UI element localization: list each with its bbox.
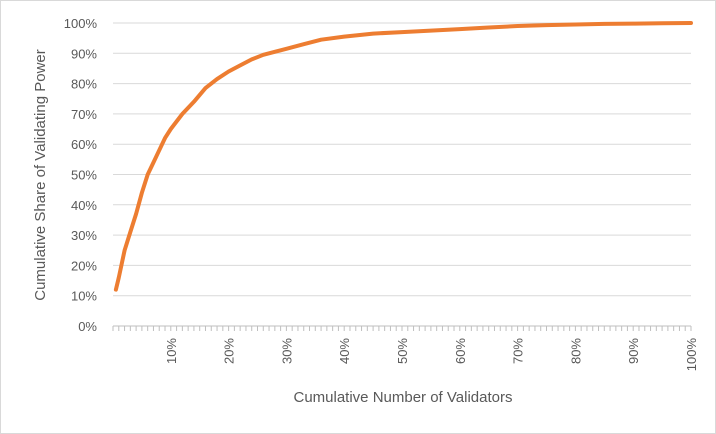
x-tick-label: 30% xyxy=(279,338,294,364)
y-tick-label: 50% xyxy=(71,168,97,183)
y-tick-label: 80% xyxy=(71,77,97,92)
y-tick-label: 10% xyxy=(71,289,97,304)
x-tick-label: 50% xyxy=(395,338,410,364)
gridlines xyxy=(113,22,691,297)
y-tick-label: 0% xyxy=(78,319,97,334)
y-tick-label: 90% xyxy=(71,46,97,61)
x-axis-title: Cumulative Number of Validators xyxy=(294,389,513,406)
series-lines xyxy=(113,21,693,292)
x-tick-label: 40% xyxy=(337,338,352,364)
x-tick-label: 20% xyxy=(222,338,237,364)
y-tick-label: 60% xyxy=(71,137,97,152)
y-axis-title: Cumulative Share of Validating Power xyxy=(32,49,49,301)
y-tick-label: 20% xyxy=(71,258,97,273)
series-line xyxy=(113,21,693,292)
y-tick-label: 100% xyxy=(64,16,98,31)
y-tick-label: 70% xyxy=(71,107,97,122)
y-tick-label: 40% xyxy=(71,198,97,213)
x-tick-label: 100% xyxy=(684,338,699,372)
x-tick-label: 80% xyxy=(568,338,583,364)
y-tick-label: 30% xyxy=(71,228,97,243)
x-tick-label: 90% xyxy=(626,338,641,364)
x-tick-label: 10% xyxy=(164,338,179,364)
y-tick-labels: 0% 10% 20% 30% 40% 50% 60% 70% 80% 90% 100% xyxy=(64,16,98,334)
axes xyxy=(112,325,692,331)
x-tick-labels: 10% 20% 30% 40% 50% 60% 70% 80% 90% 100% xyxy=(164,338,699,372)
x-tick-label: 70% xyxy=(511,338,526,364)
x-tick-label: 60% xyxy=(453,338,468,364)
